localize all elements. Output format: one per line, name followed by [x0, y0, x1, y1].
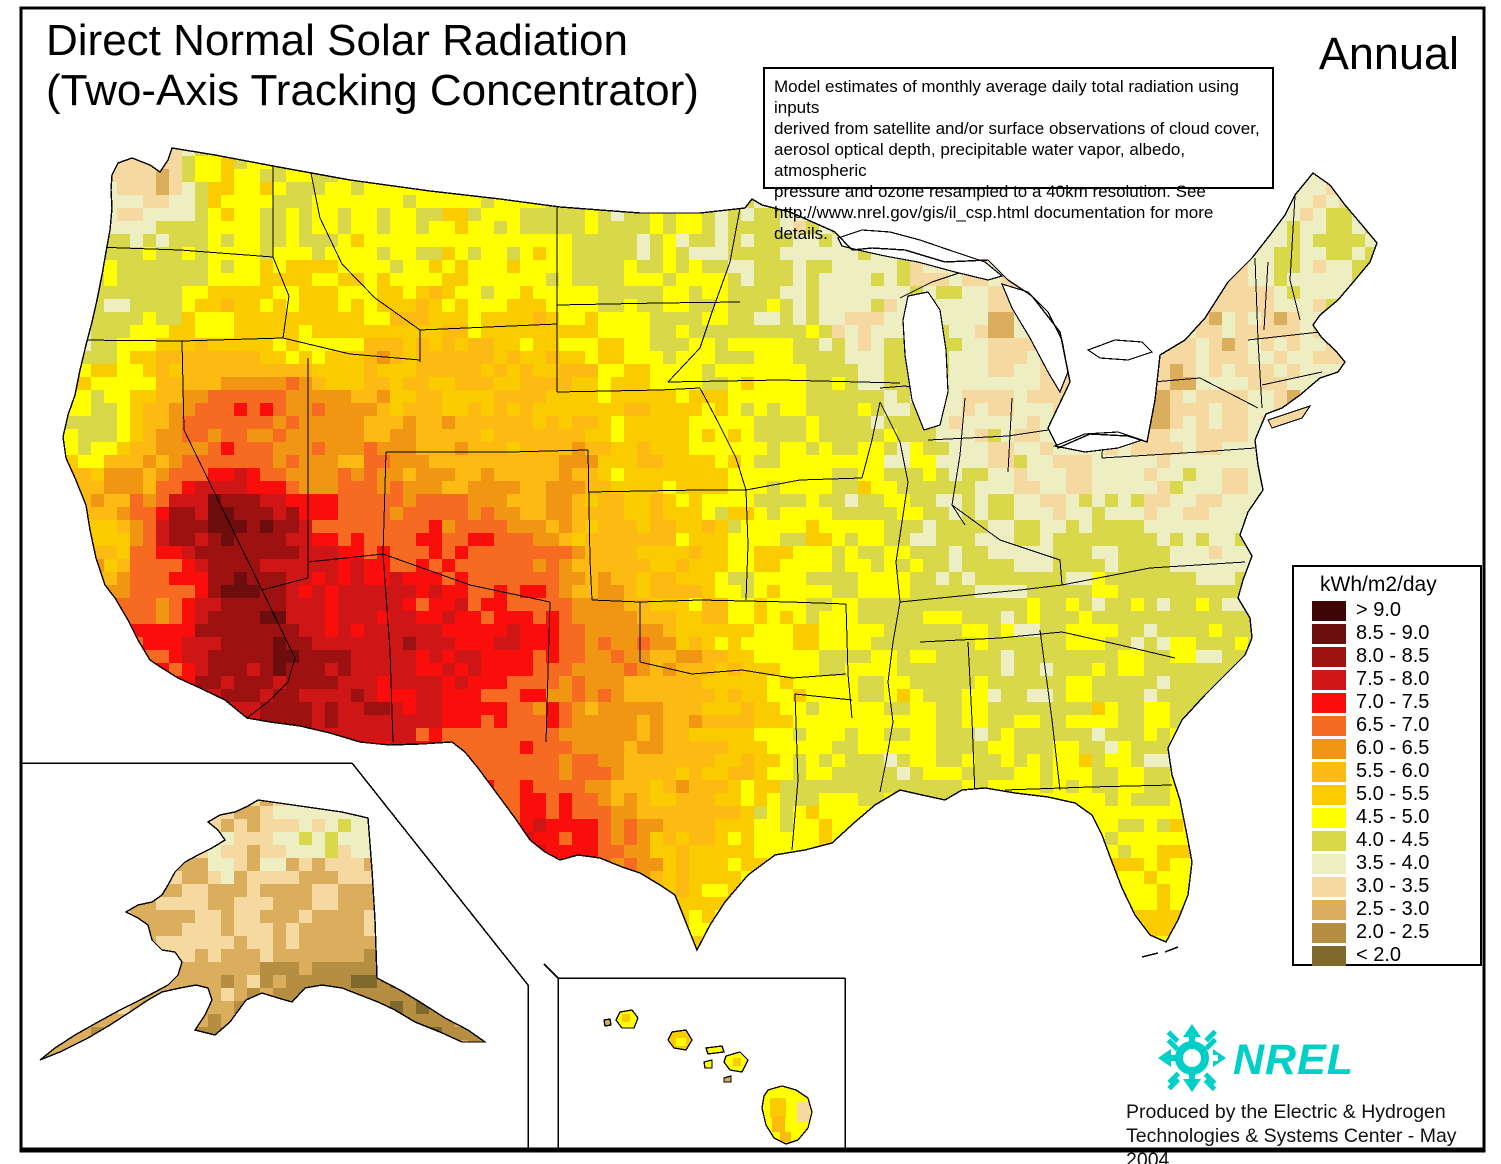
credit-text: Produced by the Electric & Hydrogen Tech… [1126, 1100, 1501, 1164]
alaska-outline [39, 799, 488, 1061]
page-title: Direct Normal Solar Radiation (Two-Axis … [46, 16, 699, 116]
legend-swatch [1312, 899, 1346, 920]
legend-label: 2.0 - 2.5 [1356, 921, 1430, 943]
description-line: pressure and ozone resampled to a 40km r… [774, 182, 1206, 201]
legend-label: 7.0 - 7.5 [1356, 691, 1430, 713]
description-line: derived from satellite and/or surface ob… [774, 119, 1260, 138]
legend-label: 3.0 - 3.5 [1356, 875, 1430, 897]
legend-label: 5.5 - 6.0 [1356, 760, 1430, 782]
legend-label: 4.5 - 5.0 [1356, 806, 1430, 828]
state-borders [77, 166, 1323, 851]
legend-label: 2.5 - 3.0 [1356, 898, 1430, 920]
legend-row: 5.5 - 6.0 [1312, 760, 1480, 783]
legend-swatch [1312, 853, 1346, 874]
legend-label: < 2.0 [1356, 944, 1402, 966]
legend-swatch [1312, 784, 1346, 805]
legend-row: 8.5 - 9.0 [1312, 622, 1480, 645]
legend-row: 3.5 - 4.0 [1312, 852, 1480, 875]
legend-row: 2.5 - 3.0 [1312, 898, 1480, 921]
legend-label: 5.0 - 5.5 [1356, 783, 1430, 805]
legend-row: < 2.0 [1312, 944, 1480, 967]
title-line-2: (Two-Axis Tracking Concentrator) [46, 66, 699, 115]
conus-outline [62, 147, 1378, 952]
credit-line-2: Technologies & Systems Center - May 2004 [1126, 1125, 1457, 1164]
legend-row: 7.0 - 7.5 [1312, 691, 1480, 714]
legend-swatch [1312, 945, 1346, 966]
legend-label: > 9.0 [1356, 599, 1402, 621]
legend-row: > 9.0 [1312, 599, 1480, 622]
legend-swatch [1312, 692, 1346, 713]
nrel-logo-text: NREL [1233, 1036, 1354, 1084]
legend-swatch [1312, 646, 1346, 667]
legend-row: 4.0 - 4.5 [1312, 829, 1480, 852]
legend-swatch [1312, 807, 1346, 828]
ak-cells [40, 800, 485, 1060]
inset-frames [22, 762, 1179, 1150]
description-line: Model estimates of monthly average daily… [774, 77, 1239, 117]
legend-label: 3.5 - 4.0 [1356, 852, 1430, 874]
legend-row: 7.5 - 8.0 [1312, 668, 1480, 691]
legend-label: 8.0 - 8.5 [1356, 645, 1430, 667]
title-line-1: Direct Normal Solar Radiation [46, 16, 628, 65]
long-island [1267, 405, 1312, 429]
legend-row: 5.0 - 5.5 [1312, 783, 1480, 806]
credit-line-1: Produced by the Electric & Hydrogen [1126, 1101, 1446, 1123]
description-line: http://www.nrel.gov/gis/il_csp.html docu… [774, 203, 1214, 243]
legend-label: 7.5 - 8.0 [1356, 668, 1430, 690]
legend: kWh/m2/day > 9.0 8.5 - 9.0 8.0 - 8.5 7.5 - … [1292, 565, 1482, 966]
legend-title: kWh/m2/day [1320, 573, 1437, 596]
legend-swatch [1312, 600, 1346, 621]
nrel-logo-icon: NREL [1158, 1024, 1354, 1092]
description-box: Model estimates of monthly average daily… [763, 67, 1274, 243]
hawaii-islands [603, 1009, 813, 1145]
legend-label: 6.0 - 6.5 [1356, 737, 1430, 759]
legend-row: 4.5 - 5.0 [1312, 806, 1480, 829]
nrel-logo: NREL [1155, 1018, 1385, 1102]
legend-row: 8.0 - 8.5 [1312, 645, 1480, 668]
legend-swatch [1312, 738, 1346, 759]
legend-row: 6.0 - 6.5 [1312, 737, 1480, 760]
period-label: Annual [1318, 28, 1459, 79]
legend-label: 6.5 - 7.0 [1356, 714, 1430, 736]
legend-row: 6.5 - 7.0 [1312, 714, 1480, 737]
legend-label: 8.5 - 9.0 [1356, 622, 1430, 644]
legend-rows: > 9.0 8.5 - 9.0 8.0 - 8.5 7.5 - 8.0 7.0 - 7.… [1294, 599, 1480, 967]
legend-swatch [1312, 623, 1346, 644]
legend-swatch [1312, 830, 1346, 851]
legend-swatch [1312, 922, 1346, 943]
legend-swatch [1312, 876, 1346, 897]
description-line: aerosol optical depth, precipitable wate… [774, 140, 1186, 180]
legend-swatch [1312, 669, 1346, 690]
legend-row: 3.0 - 3.5 [1312, 875, 1480, 898]
legend-swatch [1312, 715, 1346, 736]
legend-label: 4.0 - 4.5 [1356, 829, 1430, 851]
legend-swatch [1312, 761, 1346, 782]
legend-row: 2.0 - 2.5 [1312, 921, 1480, 944]
